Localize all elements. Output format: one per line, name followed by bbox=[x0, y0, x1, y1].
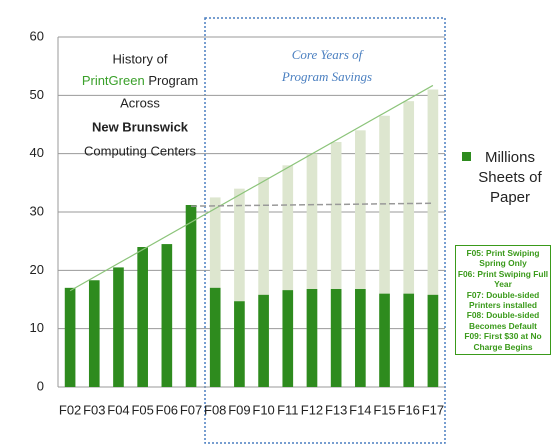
note: F05: Print Swiping Spring Only bbox=[466, 248, 540, 269]
note: F08: Double-sided Becomes Default bbox=[466, 310, 540, 331]
x-tick-label: F14 bbox=[349, 402, 371, 417]
bar bbox=[379, 293, 390, 387]
trend-line bbox=[191, 202, 433, 207]
bar bbox=[161, 244, 173, 387]
x-tick-label: F13 bbox=[325, 402, 347, 417]
bar bbox=[185, 205, 197, 387]
annotation: New Brunswick bbox=[92, 119, 189, 134]
x-tick-label: F17 bbox=[422, 402, 444, 417]
y-tick-label: 40 bbox=[30, 145, 44, 160]
x-tick-label: F15 bbox=[373, 402, 395, 417]
x-tick-label: F07 bbox=[180, 402, 202, 417]
trend-line bbox=[69, 84, 434, 292]
bar bbox=[403, 293, 415, 387]
y-tick-label: 50 bbox=[30, 87, 44, 102]
x-tick-label: F16 bbox=[398, 402, 420, 417]
x-tick-label: F02 bbox=[59, 402, 81, 417]
annotation: Computing Centers bbox=[84, 143, 196, 158]
note: F06: Print Swiping Full Year bbox=[457, 268, 549, 290]
annotation: History of bbox=[113, 51, 168, 66]
note: F09: First $30 at No Charge Begins bbox=[464, 331, 542, 352]
y-tick-label: 20 bbox=[30, 262, 44, 277]
bar bbox=[88, 280, 100, 387]
x-tick-label: F09 bbox=[228, 402, 250, 417]
bar bbox=[427, 89, 439, 387]
annotation: Across bbox=[120, 95, 160, 110]
x-tick-label: F06 bbox=[156, 402, 178, 417]
highlight-label: Program Savings bbox=[281, 69, 372, 84]
bar bbox=[113, 267, 124, 387]
highlight-label: Core Years of bbox=[292, 47, 365, 62]
bar bbox=[330, 142, 342, 387]
notes: F05: Print Swiping Spring Only F06: Print… bbox=[455, 245, 551, 356]
x-tick-label: F11 bbox=[277, 402, 298, 417]
bar bbox=[306, 289, 318, 387]
bar bbox=[64, 287, 76, 387]
bar bbox=[137, 247, 148, 387]
y-tick-label: 60 bbox=[30, 28, 44, 43]
bar bbox=[379, 115, 390, 387]
bar bbox=[258, 294, 269, 387]
x-tick-label: F10 bbox=[252, 402, 274, 417]
legend-swatch bbox=[462, 152, 471, 161]
y-tick-label: 10 bbox=[30, 320, 44, 335]
annotation: PrintGreen Program bbox=[82, 73, 198, 88]
bars bbox=[64, 89, 439, 388]
bar bbox=[427, 294, 439, 387]
bar bbox=[403, 101, 415, 388]
legend-label: Millions Sheets of Paper bbox=[478, 149, 542, 206]
bar bbox=[330, 289, 342, 387]
x-tick-label: F08 bbox=[204, 402, 226, 417]
y-tick-label: 30 bbox=[30, 203, 44, 218]
annotation: Program bbox=[148, 73, 198, 88]
bar bbox=[234, 301, 245, 387]
bar bbox=[282, 290, 294, 387]
x-tick-label: F05 bbox=[131, 402, 153, 417]
bar bbox=[355, 130, 366, 388]
highlight-box bbox=[204, 17, 446, 444]
annotation: PrintGreen bbox=[82, 73, 145, 88]
x-tick-label: F12 bbox=[301, 402, 323, 417]
bar bbox=[282, 165, 294, 387]
bar bbox=[355, 289, 366, 387]
bar bbox=[234, 188, 245, 387]
bar bbox=[306, 153, 318, 387]
x-tick-label: F03 bbox=[83, 402, 105, 417]
bar bbox=[209, 287, 221, 387]
note: F07: Double-sided Printers installed bbox=[466, 289, 540, 311]
y-tick-label: 0 bbox=[37, 378, 44, 393]
bar bbox=[258, 177, 269, 387]
x-tick-label: F04 bbox=[107, 402, 129, 417]
